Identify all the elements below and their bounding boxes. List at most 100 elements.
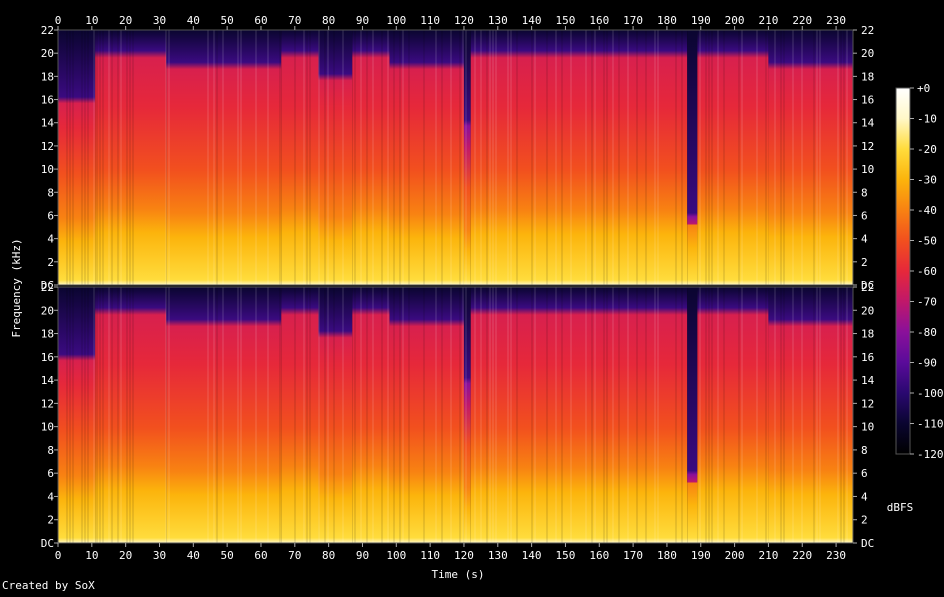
colorbar-unit: dBFS bbox=[887, 501, 914, 514]
y-tick-label-right: 8 bbox=[861, 444, 868, 457]
x-tick-label-bottom: 190 bbox=[691, 549, 711, 562]
x-tick-label-top: 60 bbox=[254, 14, 267, 27]
x-tick-label-bottom: 120 bbox=[454, 549, 474, 562]
x-tick-label-bottom: 70 bbox=[288, 549, 301, 562]
x-tick-label-bottom: 100 bbox=[386, 549, 406, 562]
segment-9 bbox=[470, 30, 688, 285]
segment-5 bbox=[318, 287, 353, 543]
x-tick-label-top: 230 bbox=[826, 14, 846, 27]
segment-1 bbox=[58, 287, 96, 543]
colorbar-tick-label: -80 bbox=[917, 326, 937, 339]
segment-8 bbox=[463, 30, 471, 285]
x-tick-label-top: 190 bbox=[691, 14, 711, 27]
segment-1 bbox=[58, 30, 96, 285]
x-tick-label-bottom: 90 bbox=[356, 549, 369, 562]
y-tick-label-right: 20 bbox=[861, 47, 874, 60]
channel-2-spectrogram bbox=[57, 286, 854, 544]
spectral-texture bbox=[57, 287, 848, 543]
y-tick-label: 16 bbox=[41, 94, 54, 107]
y-tick-label-right: 12 bbox=[861, 397, 874, 410]
x-tick-label-bottom: 20 bbox=[119, 549, 132, 562]
y-tick-label: 18 bbox=[41, 70, 54, 83]
x-tick-label-top: 170 bbox=[623, 14, 643, 27]
x-tick-label-top: 220 bbox=[792, 14, 812, 27]
segment-10 bbox=[687, 287, 698, 543]
y-tick-label-right: 22 bbox=[861, 281, 874, 294]
channel-1-spectrogram bbox=[57, 29, 854, 286]
colorbar-tick-label: -120 bbox=[917, 448, 944, 461]
x-tick-label-bottom: 110 bbox=[420, 549, 440, 562]
y-tick-label-right: DC bbox=[861, 537, 874, 550]
y-tick-label: 22 bbox=[41, 24, 54, 37]
y-tick-label: 4 bbox=[47, 490, 54, 503]
y-tick-label-right: 12 bbox=[861, 140, 874, 153]
colorbar-tick-label: -30 bbox=[917, 174, 937, 187]
y-tick-label: 20 bbox=[41, 304, 54, 317]
segment-6 bbox=[352, 287, 390, 543]
x-tick-label-bottom: 170 bbox=[623, 549, 643, 562]
x-tick-label-bottom: 200 bbox=[725, 549, 745, 562]
y-tick-label: DC bbox=[41, 279, 54, 292]
segment-2 bbox=[95, 30, 167, 285]
y-tick-label-right: 14 bbox=[861, 374, 875, 387]
segment-3 bbox=[166, 30, 282, 285]
y-tick-label: 20 bbox=[41, 47, 54, 60]
y-tick-label-right: 20 bbox=[861, 304, 874, 317]
segment-10 bbox=[687, 30, 698, 285]
y-tick-label: 8 bbox=[47, 186, 54, 199]
y-tick-label-right: 22 bbox=[861, 24, 874, 37]
y-tick-label: DC bbox=[41, 537, 54, 550]
colorbar-ticks: +0 -10 -20 -30 -40 -50 -60 -70 -80 -90 -100 -110 -12… bbox=[910, 82, 944, 461]
x-tick-label-bottom: 160 bbox=[589, 549, 609, 562]
x-tick-label-top: 50 bbox=[221, 14, 234, 27]
y-tick-label: 6 bbox=[47, 467, 54, 480]
segment-2 bbox=[95, 287, 167, 543]
y-tick-label: 6 bbox=[47, 209, 54, 222]
y-tick-label-right: 10 bbox=[861, 163, 874, 176]
colorbar-tick-label: -20 bbox=[917, 143, 937, 156]
x-tick-label-top: 200 bbox=[725, 14, 745, 27]
x-tick-label-top: 180 bbox=[657, 14, 677, 27]
colorbar-tick-label: -40 bbox=[917, 204, 937, 217]
y-tick-label-right: 2 bbox=[861, 256, 868, 269]
x-tick-label-bottom: 40 bbox=[187, 549, 200, 562]
x-tick-label-bottom: 180 bbox=[657, 549, 677, 562]
colorbar-tick-label: -90 bbox=[917, 357, 937, 370]
segment-11 bbox=[697, 287, 769, 543]
x-tick-label-top: 120 bbox=[454, 14, 474, 27]
x-tick-label-top: 140 bbox=[522, 14, 542, 27]
y-tick-label-right: 16 bbox=[861, 94, 874, 107]
segment-7 bbox=[389, 287, 464, 543]
x-tick-label-bottom: 60 bbox=[254, 549, 267, 562]
x-tick-label-top: 40 bbox=[187, 14, 200, 27]
segment-12 bbox=[768, 287, 853, 543]
colorbar-tick-label: -70 bbox=[917, 296, 937, 309]
y-tick-label: 12 bbox=[41, 140, 54, 153]
colorbar-tick-label: -110 bbox=[917, 418, 944, 431]
y-tick-label-right: 6 bbox=[861, 467, 868, 480]
y-tick-label-right: 6 bbox=[861, 209, 868, 222]
y-tick-label: 10 bbox=[41, 163, 54, 176]
y-tick-label: 2 bbox=[47, 514, 54, 527]
segment-6 bbox=[352, 30, 390, 285]
segment-11 bbox=[697, 30, 769, 285]
x-ticks: 0 0 10 10 20 20 30 30 40 40 50 50 60 60 70 70 80 80 90 90 10… bbox=[55, 14, 846, 562]
x-tick-label-bottom: 140 bbox=[522, 549, 542, 562]
x-axis-label: Time (s) bbox=[432, 568, 485, 581]
x-tick-label-top: 0 bbox=[55, 14, 62, 27]
x-tick-label-top: 130 bbox=[488, 14, 508, 27]
y-tick-label: 18 bbox=[41, 328, 54, 341]
x-tick-label-bottom: 130 bbox=[488, 549, 508, 562]
x-tick-label-bottom: 150 bbox=[556, 549, 576, 562]
x-tick-label-top: 110 bbox=[420, 14, 440, 27]
x-tick-label-bottom: 50 bbox=[221, 549, 234, 562]
y-axis-label: Frequency (kHz) bbox=[10, 238, 23, 337]
y-tick-label: 4 bbox=[47, 233, 54, 246]
y-tick-label: 2 bbox=[47, 256, 54, 269]
x-tick-label-bottom: 230 bbox=[826, 549, 846, 562]
y-tick-label-right: DC bbox=[861, 279, 874, 292]
